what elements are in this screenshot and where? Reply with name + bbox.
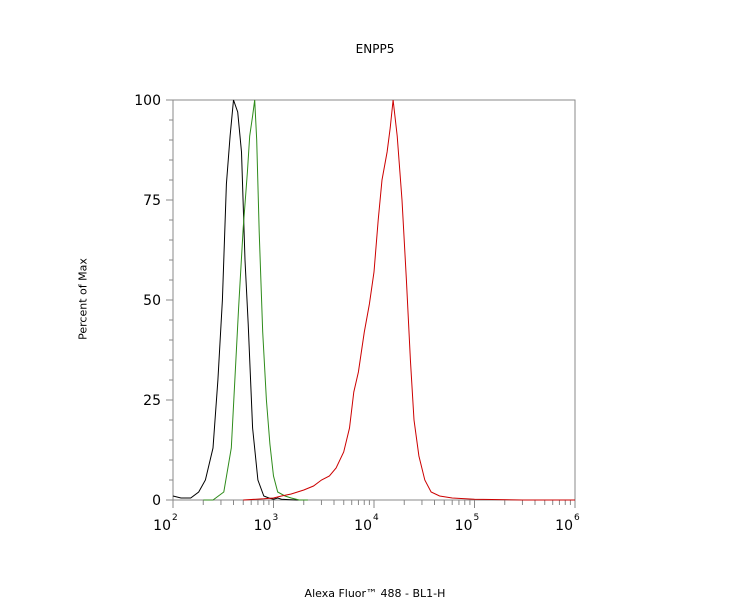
x-tick-label: 10 xyxy=(455,518,473,534)
x-tick-label: 10 xyxy=(254,518,272,534)
series-line-1 xyxy=(172,99,304,501)
x-tick-label: 10 xyxy=(153,518,171,534)
x-tick-label: 10 xyxy=(555,518,573,534)
y-tick-label: 25 xyxy=(143,393,161,409)
x-tick-exponent: 3 xyxy=(273,513,279,523)
y-tick-label: 0 xyxy=(152,493,161,509)
plot-frame xyxy=(172,99,576,501)
x-tick-exponent: 5 xyxy=(474,513,480,523)
x-tick-exponent: 6 xyxy=(574,513,580,523)
series-line-2 xyxy=(203,99,308,501)
x-tick-exponent: 4 xyxy=(373,513,379,523)
y-tick-label: 75 xyxy=(143,193,161,209)
x-tick-label: 10 xyxy=(354,518,372,534)
axis-ticks xyxy=(166,99,576,508)
y-tick-label: 50 xyxy=(143,293,161,309)
y-tick-label: 100 xyxy=(134,93,161,109)
x-axis-label: Alexa Fluor™ 488 - BL1-H xyxy=(304,587,446,600)
series-curves xyxy=(172,99,575,501)
x-tick-exponent: 2 xyxy=(172,513,178,523)
series-line-3 xyxy=(243,99,575,501)
chart-title: ENPP5 xyxy=(355,42,395,56)
